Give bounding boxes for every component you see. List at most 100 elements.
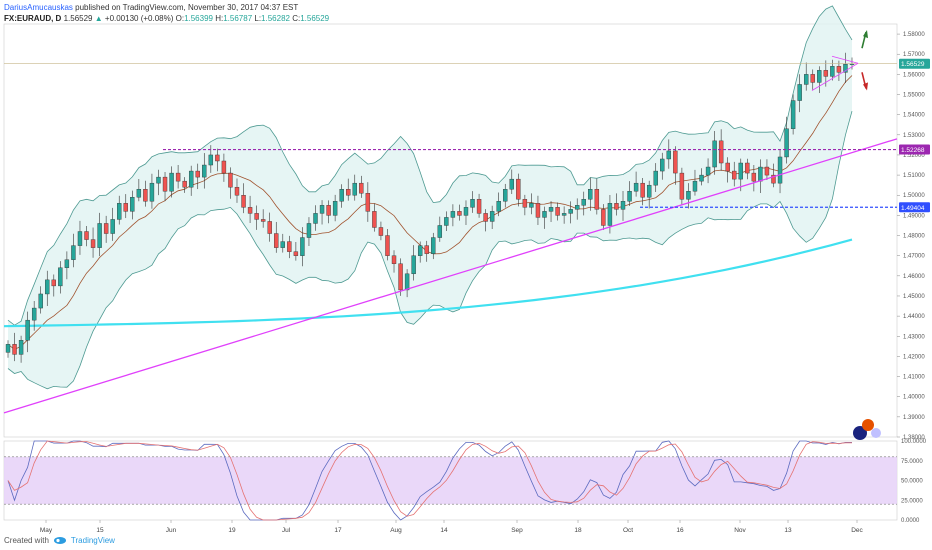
candle-body xyxy=(143,188,148,202)
candle-body xyxy=(627,191,632,202)
candle-body xyxy=(25,319,30,341)
open-value: 1.56399 xyxy=(184,14,213,23)
price-tag xyxy=(899,202,930,213)
candle-body xyxy=(221,160,227,174)
badge-icon xyxy=(871,428,881,438)
tradingview-brand[interactable]: TradingView xyxy=(70,536,115,545)
candle-body xyxy=(313,213,318,224)
candle-body xyxy=(575,205,580,210)
candle-body xyxy=(58,267,63,287)
candle-body xyxy=(404,273,410,291)
candle-body xyxy=(503,188,508,202)
candle-body xyxy=(38,293,43,309)
y-tick-label: 1.40000 xyxy=(903,395,925,401)
candle-body xyxy=(784,128,789,158)
candle-body xyxy=(319,205,325,214)
symbol-label: FX:EURAUD, D xyxy=(4,14,62,23)
y-tick-label: 1.55000 xyxy=(903,93,925,99)
x-tick-label: Aug xyxy=(390,527,402,534)
candle-body xyxy=(804,74,809,85)
time-axis[interactable]: May 15 Jun 19 Jul 17 Aug 14 Sep 18 Oct 16 Nov 13 Dec xyxy=(40,520,864,534)
candle-body xyxy=(771,174,776,184)
candle-body xyxy=(522,199,528,208)
candle-body xyxy=(673,150,678,174)
price-tags: 1.56529 1.52268 1.49404 xyxy=(899,58,930,213)
y-tick-label: 1.44000 xyxy=(903,314,925,320)
arrow-down-head-icon xyxy=(863,82,868,91)
author-name[interactable]: DariusAmucauskas xyxy=(4,3,73,12)
candle-body xyxy=(306,223,312,238)
candle-body xyxy=(777,156,783,184)
x-tick-label: Jul xyxy=(282,527,291,534)
osc-tick-label: 0.0000 xyxy=(901,518,920,524)
candle-body xyxy=(274,233,279,248)
y-tick-label: 1.53000 xyxy=(903,133,925,139)
candle-body xyxy=(646,184,652,198)
candle-body xyxy=(450,211,456,218)
candle-body xyxy=(411,255,416,275)
candle-body xyxy=(195,170,200,178)
x-tick-label: May xyxy=(40,527,53,534)
osc-tick-label: 25.0000 xyxy=(901,498,923,504)
candle-body xyxy=(84,231,89,240)
candle-body xyxy=(725,162,730,172)
y-tick-label: 1.48000 xyxy=(903,234,925,240)
candle-body xyxy=(156,176,161,184)
candle-body xyxy=(188,170,194,188)
candle-body xyxy=(476,199,482,214)
oscillator-pane: 100.0000 75.0000 50.0000 25.0000 0.0000 xyxy=(4,439,927,524)
candle-body xyxy=(5,344,11,353)
candle-body xyxy=(764,166,770,176)
y-tick-label: 1.38000 xyxy=(903,435,925,441)
candle-body xyxy=(352,182,357,196)
candle-body xyxy=(332,201,338,216)
candle-body xyxy=(378,227,384,236)
x-tick-label: 17 xyxy=(334,527,342,534)
candle-body xyxy=(614,203,619,210)
candle-body xyxy=(110,219,115,234)
candle-body xyxy=(607,203,613,226)
candle-body xyxy=(254,213,259,220)
tradingview-logo-icon xyxy=(53,537,66,544)
price-tag-label: 1.56529 xyxy=(901,61,925,68)
x-tick-label: 15 xyxy=(96,527,104,534)
candle-body xyxy=(686,191,691,200)
y-tick-label: 1.42000 xyxy=(903,354,925,360)
candle-body xyxy=(496,201,501,212)
osc-band xyxy=(4,456,897,505)
x-tick-label: Jun xyxy=(166,527,177,534)
candle-body xyxy=(300,237,305,256)
candle-body xyxy=(136,188,142,198)
osc-d-line xyxy=(7,440,852,521)
candle-body xyxy=(640,182,645,198)
candle-body xyxy=(365,193,371,212)
candle-body xyxy=(470,199,475,208)
y-tick-label: 1.46000 xyxy=(903,274,925,280)
candle-body xyxy=(90,239,96,248)
candle-body xyxy=(489,211,495,222)
published-text: published on TradingView.com, November 3… xyxy=(75,3,299,12)
created-with-text: Created with xyxy=(4,536,49,545)
candle-body xyxy=(797,84,802,101)
x-tick-label: 14 xyxy=(440,527,448,534)
candle-body xyxy=(758,166,763,182)
candle-body xyxy=(77,231,83,246)
candle-body xyxy=(287,241,292,252)
candle-body xyxy=(398,263,403,291)
trendline[interactable] xyxy=(3,138,898,414)
candle-body xyxy=(293,251,299,256)
price-axis[interactable]: 1.58000 1.57000 1.56000 1.55000 1.54000 1.530… xyxy=(897,32,925,441)
candle-body xyxy=(633,182,639,192)
candle-body xyxy=(712,140,717,168)
candle-body xyxy=(653,170,658,186)
candle-body xyxy=(71,245,76,260)
candle-body xyxy=(169,172,174,192)
candle-body xyxy=(202,164,207,178)
candle-body xyxy=(751,172,757,182)
candle-body xyxy=(836,66,842,73)
candle-body xyxy=(18,340,24,355)
candle-body xyxy=(745,162,750,174)
candle-body xyxy=(359,182,364,194)
candle-body xyxy=(51,279,56,287)
